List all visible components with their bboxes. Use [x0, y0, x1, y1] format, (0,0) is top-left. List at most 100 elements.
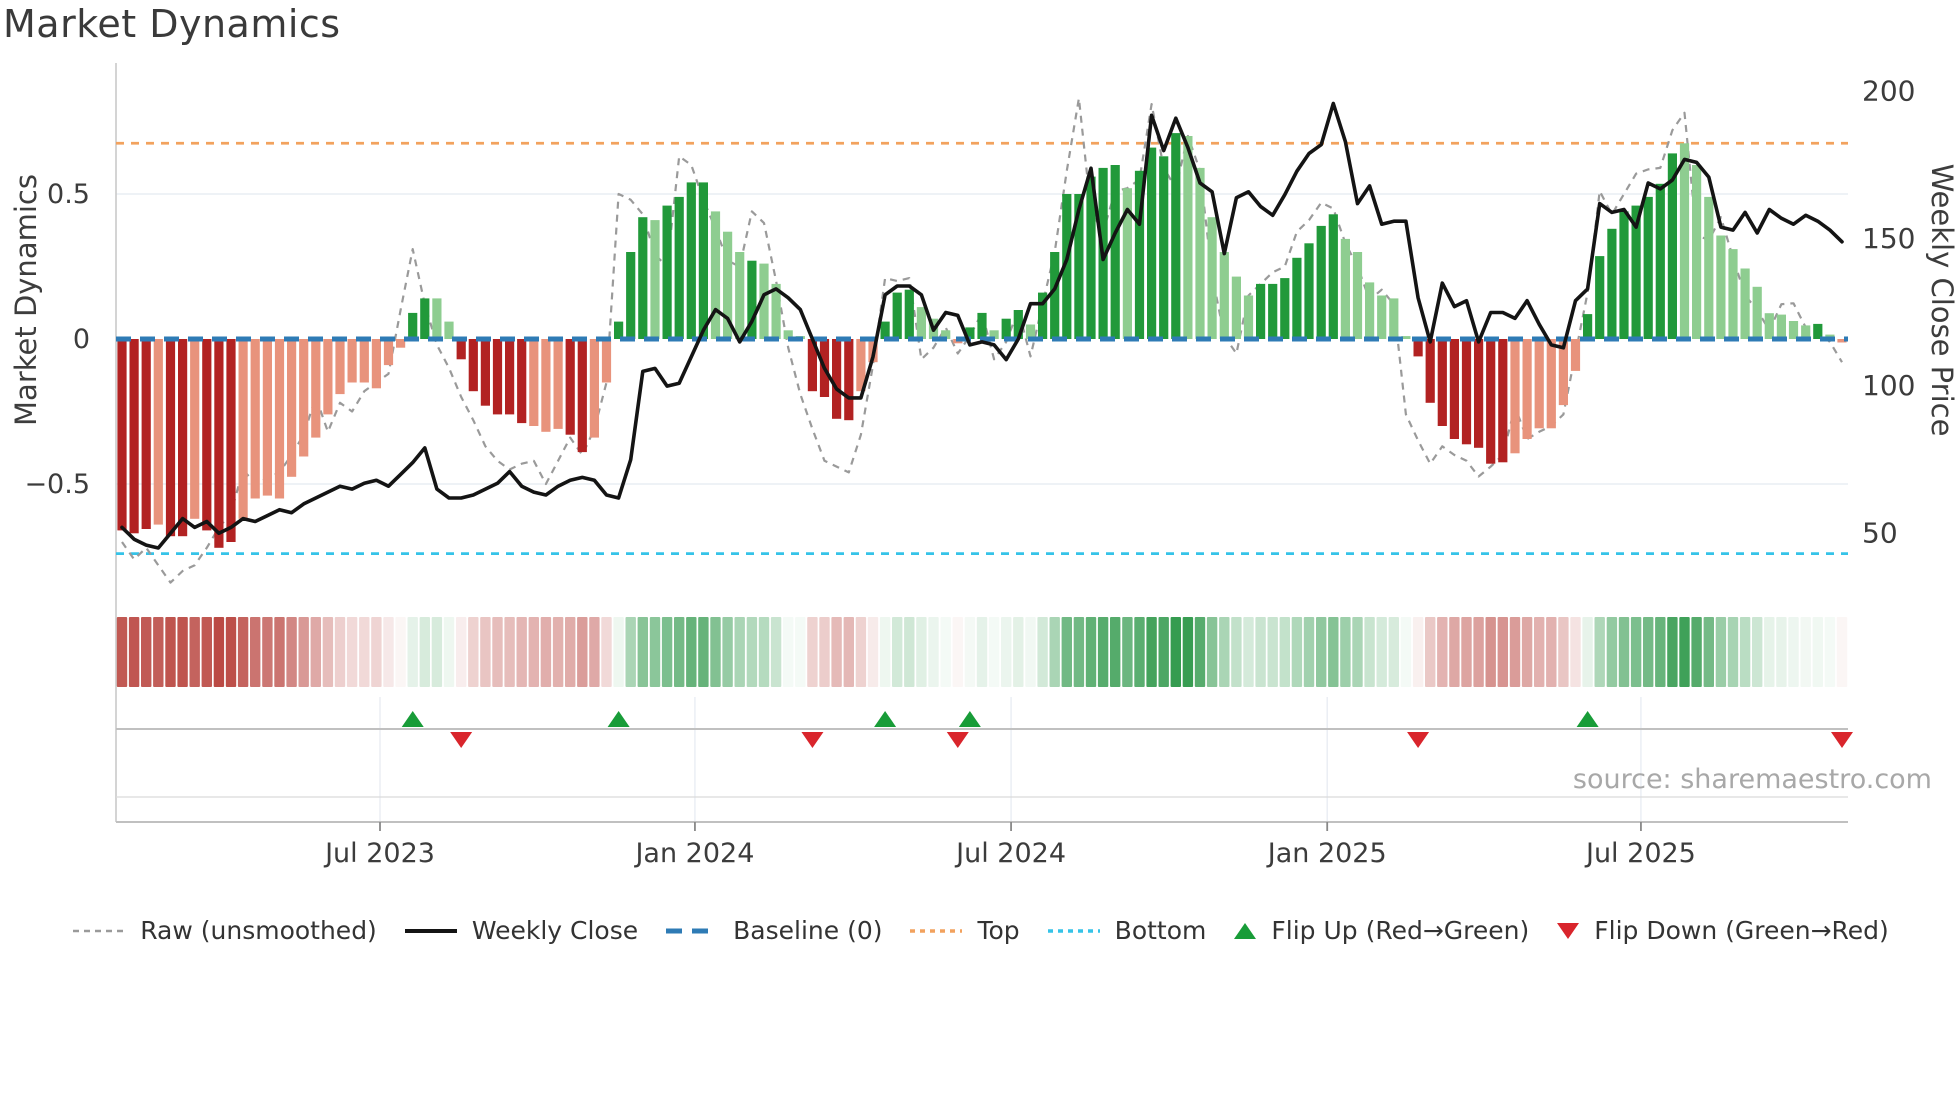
- heatmap-cell: [928, 617, 939, 687]
- heatmap-cell: [1449, 617, 1460, 687]
- bar: [178, 339, 188, 537]
- bar: [250, 339, 260, 499]
- heatmap-cell: [189, 617, 200, 687]
- heatmap-cell: [1073, 617, 1085, 687]
- bar: [1461, 339, 1472, 445]
- heatmap-cell: [407, 617, 418, 687]
- heatmap-cell: [141, 617, 152, 687]
- page-title: Market Dynamics: [3, 2, 341, 46]
- bar: [1764, 313, 1774, 339]
- bar: [1813, 323, 1823, 339]
- bar: [129, 339, 139, 534]
- heatmap-cell: [1340, 617, 1351, 687]
- heatmap-cell: [298, 617, 309, 687]
- heatmap-cell: [1158, 617, 1169, 687]
- bar: [735, 252, 745, 339]
- heatmap-cell: [1703, 617, 1714, 687]
- bar: [1195, 167, 1205, 339]
- bar: [1631, 205, 1641, 339]
- heatmap-cell: [1291, 617, 1303, 687]
- bar: [1679, 143, 1690, 340]
- bar: [662, 205, 672, 339]
- y-left-tick-label: −0.5: [24, 469, 90, 500]
- heatmap-cell: [892, 617, 903, 687]
- legend-item-top: Top: [908, 916, 1020, 945]
- heatmap-cell: [371, 617, 382, 687]
- y-right-tick-label: 200: [1862, 75, 1915, 108]
- heatmap-cell: [1800, 617, 1811, 687]
- heatmap-cell: [1206, 617, 1218, 687]
- bar: [1304, 243, 1314, 339]
- heatmap-cell: [1243, 617, 1254, 687]
- bar: [892, 292, 902, 339]
- y-axis-label-right: Weekly Close Price: [1925, 163, 1959, 437]
- bar: [553, 339, 563, 429]
- legend-label: Bottom: [1114, 916, 1207, 945]
- heatmap-cell: [698, 617, 709, 687]
- flip-up-markers: [401, 711, 1599, 727]
- heatmap-cell: [1727, 617, 1739, 687]
- heatmap-cell: [443, 617, 455, 687]
- bar: [1837, 339, 1847, 343]
- flip-down-marker: [801, 732, 824, 748]
- bar: [1328, 214, 1338, 339]
- heatmap-cell: [1691, 617, 1702, 687]
- bar: [1498, 339, 1508, 463]
- heatmap-cell: [1739, 617, 1751, 687]
- bar: [1692, 165, 1702, 339]
- heatmap-cell: [213, 617, 225, 687]
- heatmap-cell: [1521, 617, 1533, 687]
- heatmap-cell: [1400, 617, 1412, 687]
- bar: [274, 339, 285, 499]
- flip-down-markers: [450, 732, 1853, 748]
- heatmap-cell: [1667, 617, 1678, 687]
- heatmap-cell: [1146, 617, 1157, 687]
- bar: [1219, 252, 1229, 339]
- heatmap-cell: [177, 617, 188, 687]
- bar: [299, 339, 309, 457]
- bar: [1449, 339, 1459, 439]
- heatmap-cell: [1001, 617, 1012, 687]
- heatmap-cell: [601, 617, 612, 687]
- heatmap-cell: [1388, 617, 1399, 687]
- bar: [1401, 336, 1411, 339]
- heatmap-cell: [1509, 617, 1521, 687]
- heatmap-cell: [286, 617, 297, 687]
- legend: Raw (unsmoothed) Weekly Close Baseline (…: [0, 916, 1960, 945]
- heatmap-cell: [1558, 617, 1569, 687]
- heatmap-cell: [637, 617, 648, 687]
- heatmap-cell: [1316, 617, 1327, 687]
- heatmap-cell: [916, 617, 927, 687]
- bar: [1171, 133, 1181, 339]
- heatmap-cell: [1497, 617, 1508, 687]
- bar: [1243, 295, 1254, 339]
- y-right-tick-label: 150: [1862, 222, 1915, 255]
- heatmap-cell: [1182, 617, 1194, 687]
- bar: [1389, 298, 1399, 339]
- bar: [1365, 282, 1375, 339]
- bar: [965, 327, 975, 339]
- heatmap-cell: [1534, 617, 1545, 687]
- heatmap-cell: [710, 617, 721, 687]
- heatmap-cell: [383, 617, 394, 687]
- heatmap-cell: [456, 617, 467, 687]
- bar: [1716, 235, 1726, 339]
- bar: [1510, 339, 1520, 454]
- bar: [1122, 188, 1132, 339]
- heatmap-cell: [843, 617, 854, 687]
- heatmap-cell: [855, 617, 867, 687]
- heatmap-cell: [1752, 617, 1763, 687]
- heatmap-cell: [1679, 617, 1690, 687]
- bar: [190, 339, 200, 519]
- heatmap-cell: [359, 617, 370, 687]
- bar: [1474, 339, 1484, 448]
- bar: [1534, 339, 1544, 429]
- x-tick-label: Jan 2024: [633, 838, 754, 869]
- bar: [1704, 196, 1714, 339]
- bar: [1292, 257, 1302, 339]
- heatmap-cell: [1485, 617, 1496, 687]
- x-tick-label: Jul 2023: [323, 838, 435, 869]
- heatmap-cell: [1376, 617, 1387, 687]
- heatmap-cell: [783, 617, 794, 687]
- heatmap-cell: [1025, 617, 1036, 687]
